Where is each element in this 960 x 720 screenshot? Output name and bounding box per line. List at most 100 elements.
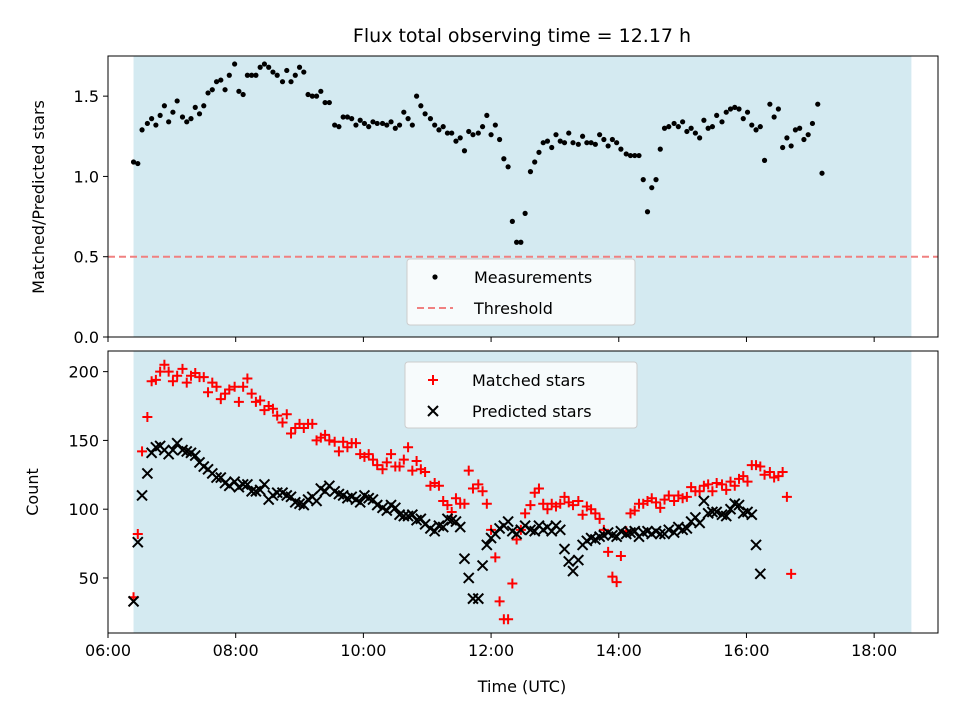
matched-star-point [764,467,775,478]
measurement-point [797,125,803,131]
matched-star-point [198,372,209,383]
predicted-star-point [354,496,366,509]
measurement-point [436,127,442,133]
measurement-point [209,87,215,93]
y-tick-label: 200 [68,363,99,382]
measurement-point [749,122,755,128]
matched-star-point [307,418,318,429]
measurement-point [780,144,786,151]
measurement-point [166,119,172,125]
measurement-point [205,90,211,96]
predicted-star-point [132,536,144,548]
matched-star-point [503,614,514,625]
measurement-point [184,119,190,125]
matched-star-point [703,479,714,490]
matched-star-point [215,394,226,405]
matched-star-point [781,491,792,502]
measurement-point [644,209,651,215]
matched-star-point [490,552,501,563]
predicted-star-point [558,543,571,555]
matched-star-point [329,436,340,447]
measurement-point [236,88,242,94]
measurement-point [149,116,155,122]
measurement-point [384,122,390,128]
measurement-point [222,87,228,93]
predicted-star-point [654,528,666,540]
matched-star-point [494,596,505,607]
measurement-point [496,136,503,143]
predicted-star-point [189,449,201,462]
measurement-point [570,140,576,146]
measurement-point [318,88,324,94]
measurement-point [288,79,294,85]
measurement-point [153,122,159,128]
measurement-point [188,116,194,122]
measurement-point [518,239,524,245]
matched-star-point [711,478,722,489]
matched-star-point [663,490,674,501]
measurement-point [514,239,520,245]
predicted-star-point [237,478,249,491]
measurement-point [640,177,646,183]
measurement-point [488,132,494,138]
matched-star-point [350,438,361,449]
measurement-point [753,127,759,133]
matched-star-point [381,457,392,468]
measurement-point [540,140,546,146]
predicted-star-point [681,522,693,535]
matched-star-point [272,410,283,421]
measurement-point [692,130,698,136]
predicted-star-point [310,495,323,507]
matched-star-point [242,373,253,384]
predicted-star-point [693,517,706,529]
matched-star-point [707,486,718,497]
measurement-point [588,140,594,146]
legend-box [406,258,636,326]
matched-star-point [407,465,418,476]
measurement-point [249,72,255,78]
measurement-point [557,138,563,144]
measurement-point [697,135,703,141]
matched-star-point [694,486,705,497]
y-tick-label: 0.0 [74,328,99,347]
measurement-point [566,130,572,136]
measurement-point [457,135,463,141]
x-axis-label: Time (UTC) [477,677,566,696]
matched-star-point [142,412,153,423]
measurement-point [274,72,280,78]
bottom-panel: 50 100 150 200 06:00 08:00 10:00 12:00 14:00 16:0… [68,350,939,660]
measurement-point [532,159,538,165]
matched-star-point [442,500,453,511]
matched-star-point [611,577,622,588]
predicted-star-point [141,467,154,480]
measurement-point [579,133,586,139]
predicted-star-point [720,510,732,522]
matched-star-point [386,449,397,460]
predicted-star-point [127,595,140,608]
measurement-point [597,132,603,138]
measurement-point [601,136,607,143]
x-tick-label: 12:00 [468,641,514,660]
measurement-point [705,125,711,131]
legend-label: Measurements [474,268,592,287]
matched-star-point [507,578,518,589]
matched-star-point [367,454,378,465]
measurement-point [553,132,559,138]
measurement-point [374,120,380,127]
matched-star-point [742,476,753,487]
measurement-point [170,109,176,115]
legend-label: Matched stars [472,371,585,390]
legend-label: Predicted stars [472,402,592,421]
matched-star-point [224,384,235,395]
measurement-point [357,117,363,123]
matched-star-point [377,464,388,475]
matched-star-point [167,376,178,387]
predicted-star-point [136,489,148,502]
measurement-point [409,122,415,128]
measurement-point [501,156,507,162]
measurement-point [714,112,720,119]
matched-star-point [481,498,492,509]
measurement-point [344,114,351,120]
predicted-star-point [481,539,493,551]
measurement-point [757,124,763,130]
